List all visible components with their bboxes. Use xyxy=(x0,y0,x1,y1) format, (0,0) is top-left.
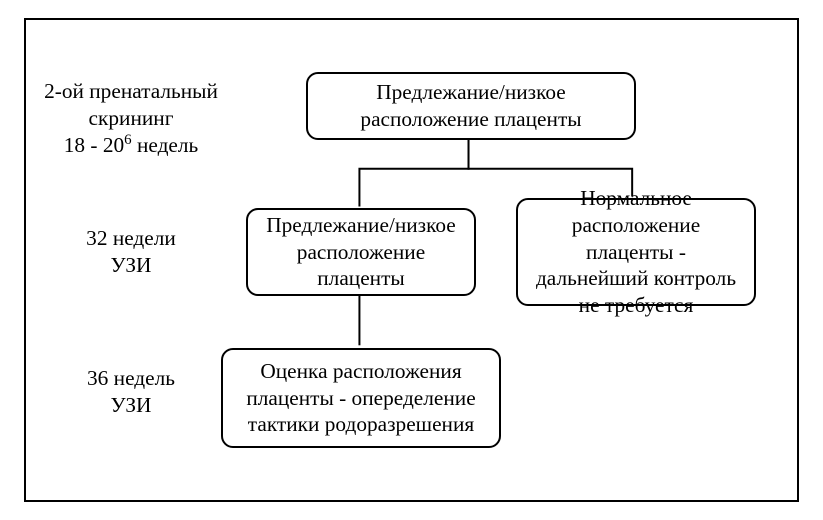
stage-label-1-line2-suffix: недель xyxy=(132,133,199,157)
flowchart-node-previa-label: Предлежание/низкое расположение плаценты xyxy=(262,212,460,292)
stage-label-1-line2: 18 - 206 недель xyxy=(36,131,226,159)
diagram-frame: 2-ой пренатальный скрининг 18 - 206 неде… xyxy=(24,18,799,502)
stage-label-3-line1: 36 недель xyxy=(36,365,226,392)
stage-label-1: 2-ой пренатальный скрининг 18 - 206 неде… xyxy=(36,78,226,159)
edge-n1-n2 xyxy=(359,139,468,206)
stage-label-2: 32 недели УЗИ xyxy=(36,225,226,278)
stage-label-1-line2-prefix: 18 - 20 xyxy=(64,133,124,157)
flowchart-node-root-label: Предлежание/низкое расположение плаценты xyxy=(322,79,620,132)
stage-label-1-line2-sup: 6 xyxy=(124,132,131,148)
canvas: 2-ой пренатальный скрининг 18 - 206 неде… xyxy=(0,0,823,520)
stage-label-2-line1: 32 недели xyxy=(36,225,226,252)
flowchart-node-normal: Нормальное расположение плаценты - дальн… xyxy=(516,198,756,306)
stage-label-3: 36 недель УЗИ xyxy=(36,365,226,418)
stage-label-1-line1: 2-ой пренатальный скрининг xyxy=(36,78,226,131)
flowchart-node-root: Предлежание/низкое расположение плаценты xyxy=(306,72,636,140)
flowchart-node-previa: Предлежание/низкое расположение плаценты xyxy=(246,208,476,296)
stage-label-3-line2: УЗИ xyxy=(36,392,226,419)
stage-label-2-line2: УЗИ xyxy=(36,252,226,279)
flowchart-node-assessment: Оценка расположения плаценты - опеределе… xyxy=(221,348,501,448)
flowchart-node-normal-label: Нормальное расположение плаценты - дальн… xyxy=(532,185,740,318)
flowchart-node-assessment-label: Оценка расположения плаценты - опеределе… xyxy=(237,358,485,438)
